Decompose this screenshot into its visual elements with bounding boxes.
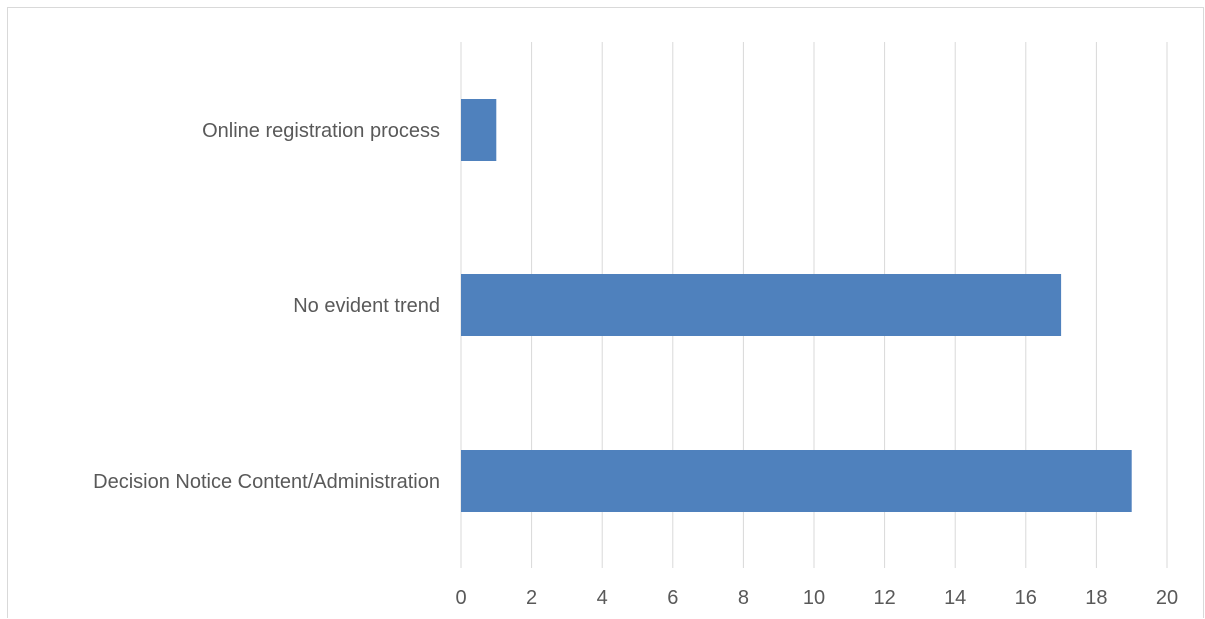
x-tick-label: 0 <box>455 587 466 609</box>
x-tick-label: 4 <box>597 587 608 609</box>
x-tick-label: 10 <box>803 587 825 609</box>
chart-frame <box>7 7 1204 618</box>
bar <box>461 99 497 161</box>
bar <box>461 450 1132 512</box>
x-tick-label: 2 <box>526 587 537 609</box>
x-tick-label: 20 <box>1156 587 1178 609</box>
x-tick-label: 18 <box>1085 587 1107 609</box>
x-tick-label: 6 <box>667 587 678 609</box>
x-tick-label: 14 <box>944 587 966 609</box>
category-label: Decision Notice Content/Administration <box>93 471 440 493</box>
x-tick-label: 8 <box>738 587 749 609</box>
x-tick-label: 16 <box>1015 587 1037 609</box>
category-label: No evident trend <box>293 295 440 317</box>
bar <box>461 274 1062 336</box>
category-label: Online registration process <box>202 120 440 142</box>
x-tick-label: 12 <box>873 587 895 609</box>
